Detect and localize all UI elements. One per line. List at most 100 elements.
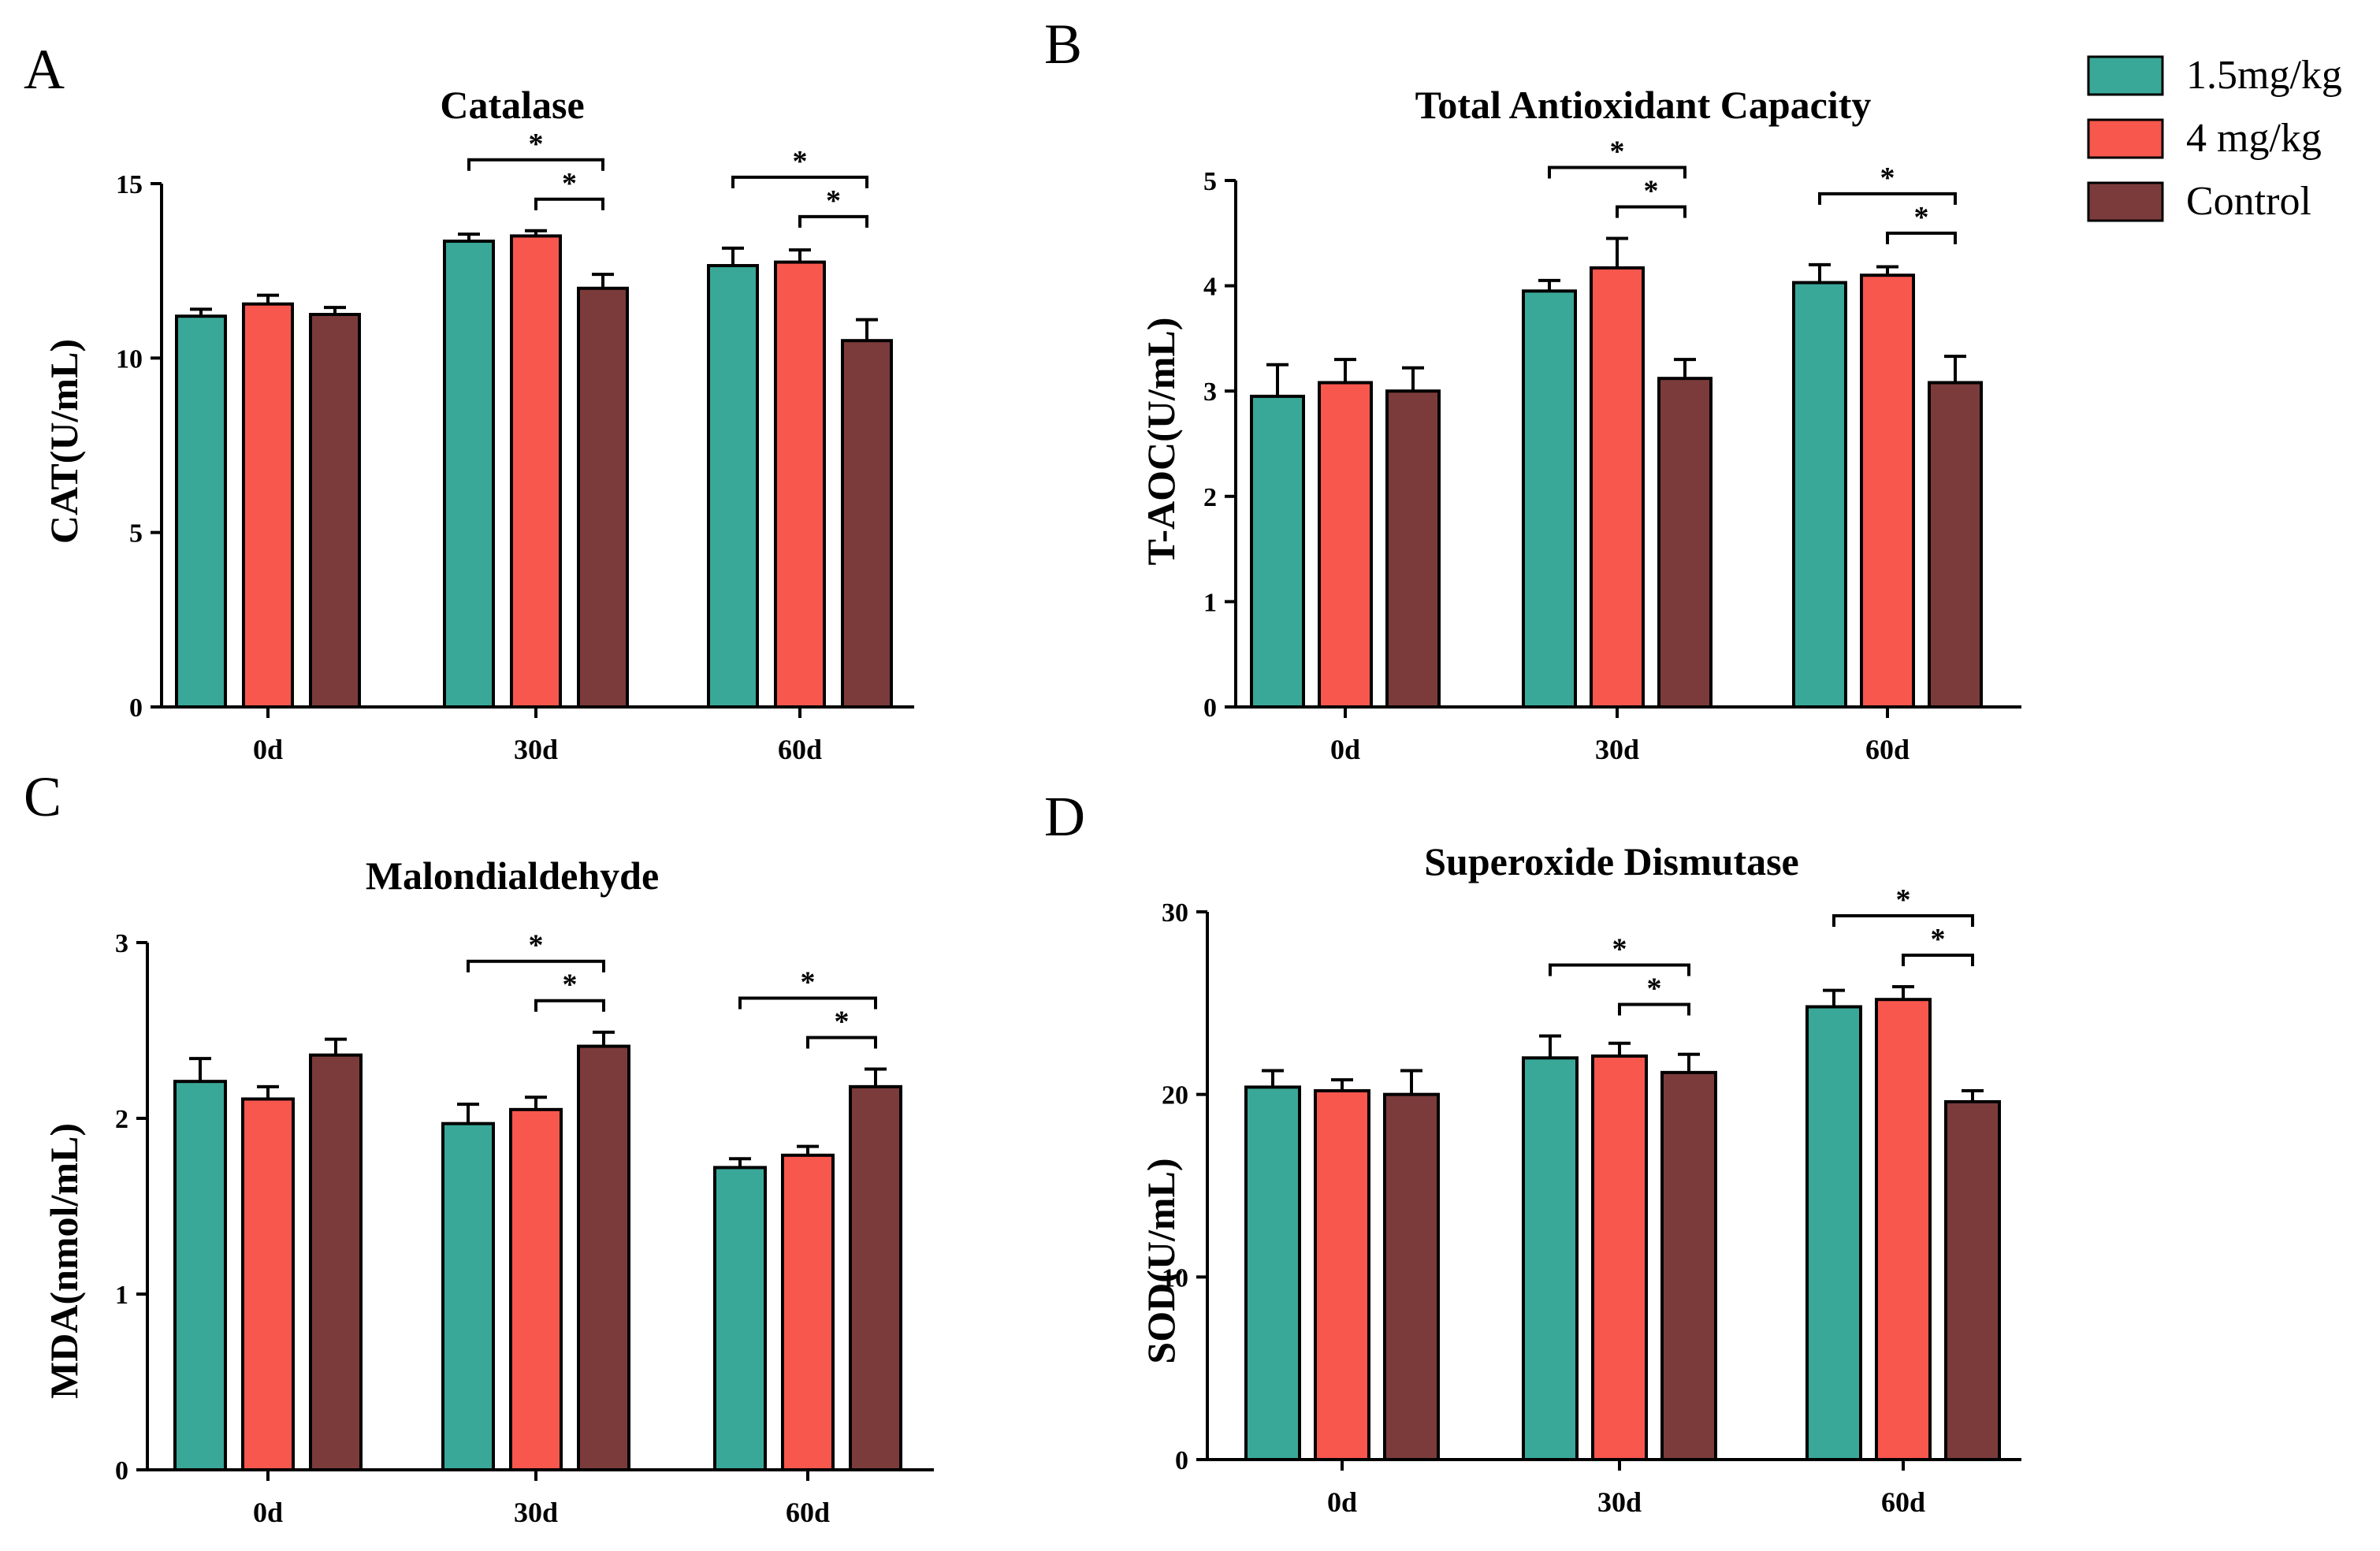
bar-1-5mg-kg-30d: [443, 240, 495, 709]
significance-star: *: [563, 969, 578, 1002]
bar-4-mg-kg-60d: [1875, 998, 1932, 1461]
significance-bracket: [1902, 953, 1974, 966]
y-tick-label: 4: [1203, 273, 1217, 302]
x-tick-label: 60d: [1881, 1486, 1925, 1518]
significance-bracket: [1549, 963, 1690, 976]
y-tick-label: 0: [1175, 1446, 1188, 1475]
bar-control-0d: [1383, 1092, 1440, 1461]
y-tick-label: 1: [115, 1281, 128, 1310]
y-tick-label: 20: [1162, 1081, 1188, 1110]
significance-bracket: [534, 999, 605, 1012]
x-tick-label: 60d: [778, 734, 822, 765]
panel-letter: A: [24, 38, 65, 101]
significance-bracket: [1832, 913, 1974, 927]
y-axis-label: T-AOC(U/mL): [1139, 318, 1183, 566]
bar-1-5mg-kg-0d: [173, 1080, 227, 1472]
bar-1-5mg-kg-60d: [713, 1166, 767, 1471]
y-tick-label: 3: [1203, 378, 1217, 407]
bar-4-mg-kg-60d: [781, 1153, 835, 1471]
significance-bracket: [467, 959, 605, 973]
chart-title: Catalase: [440, 83, 584, 127]
y-tick-label: 10: [116, 344, 143, 374]
significance-bracket: [798, 214, 868, 228]
bar-4-mg-kg-30d: [1590, 266, 1645, 709]
bar-control-30d: [1660, 1070, 1717, 1462]
bar-1-5mg-kg-30d: [441, 1121, 495, 1471]
bar-control-60d: [841, 339, 893, 709]
bar-1-5mg-kg-0d: [1244, 1085, 1301, 1462]
y-tick-label: 0: [129, 694, 143, 723]
y-tick-label: 3: [115, 929, 128, 958]
bar-1-5mg-kg-30d: [1522, 289, 1577, 709]
x-tick-label: 60d: [1865, 734, 1910, 765]
significance-bracket: [1618, 1002, 1690, 1016]
y-tick-label: 1: [1203, 588, 1217, 617]
significance-star: *: [826, 184, 841, 218]
significance-star: *: [835, 1006, 850, 1039]
x-tick-label: 30d: [1595, 734, 1639, 765]
bar-control-0d: [1385, 389, 1441, 709]
significance-star: *: [793, 145, 808, 178]
x-tick-label: 30d: [514, 734, 558, 765]
bar-control-60d: [1944, 1099, 2001, 1462]
legend-item-1-5mg-kg-swatch: [2087, 55, 2164, 96]
y-tick-label: 15: [116, 170, 143, 199]
y-tick-label: 5: [1203, 167, 1217, 196]
significance-star: *: [1896, 883, 1911, 917]
bar-4-mg-kg-0d: [242, 302, 294, 709]
bar-4-mg-kg-60d: [774, 260, 826, 709]
significance-bracket: [806, 1036, 877, 1049]
bar-1-5mg-kg-60d: [1805, 1005, 1862, 1461]
significance-star: *: [529, 128, 544, 161]
significance-bracket: [1886, 231, 1957, 244]
significance-bracket: [467, 158, 604, 171]
panel-a: A Catalase CAT(U/mL) 0 5 10 15 0d 30d 60d * * * *: [24, 38, 914, 765]
significance-star: *: [1612, 933, 1627, 966]
x-tick-label: 0d: [253, 1497, 283, 1528]
bar-4-mg-kg-0d: [1318, 381, 1373, 709]
bar-4-mg-kg-30d: [509, 1107, 563, 1471]
chart-title: Malondialdehyde: [366, 854, 659, 898]
legend: 1.5mg/kg 4 mg/kg Control: [2087, 53, 2342, 224]
y-tick-label: 2: [1203, 483, 1217, 512]
y-tick-label: 10: [1162, 1263, 1188, 1292]
panel-letter: B: [1044, 13, 1082, 76]
legend-item-control-swatch: [2087, 181, 2164, 222]
bar-control-60d: [849, 1084, 902, 1471]
legend-item-4-mg-kg-label: 4 mg/kg: [2186, 116, 2322, 161]
x-tick-label: 0d: [1327, 1486, 1357, 1518]
bar-4-mg-kg-60d: [1860, 273, 1915, 709]
y-axis-label: MDA(nmol/mL): [42, 1123, 86, 1399]
panel-letter: C: [24, 765, 61, 828]
x-tick-label: 0d: [1330, 734, 1360, 765]
significance-star: *: [1647, 973, 1662, 1006]
legend-item-control-label: Control: [2186, 179, 2311, 224]
significance-bracket: [1818, 192, 1957, 205]
bar-4-mg-kg-30d: [1591, 1054, 1648, 1462]
panel-letter: D: [1044, 785, 1085, 848]
significance-bracket: [1548, 166, 1686, 179]
bar-control-30d: [577, 286, 629, 709]
y-tick-label: 30: [1162, 898, 1188, 928]
x-tick-label: 0d: [253, 734, 283, 765]
significance-star: *: [529, 929, 544, 962]
chart-title: Total Antioxidant Capacity: [1415, 83, 1872, 127]
y-tick-label: 0: [1203, 694, 1217, 723]
legend-item-1-5mg-kg-label: 1.5mg/kg: [2186, 53, 2342, 98]
significance-bracket: [1616, 205, 1686, 218]
y-tick-label: 5: [129, 519, 143, 549]
bar-control-30d: [577, 1044, 630, 1471]
significance-star: *: [1644, 174, 1659, 207]
significance-star: *: [1880, 162, 1895, 195]
significance-bracket: [738, 996, 877, 1010]
bar-control-60d: [1928, 381, 1983, 709]
x-tick-label: 30d: [1597, 1486, 1642, 1518]
significance-star: *: [1914, 201, 1929, 234]
bar-control-30d: [1657, 377, 1712, 709]
y-axis-label: CAT(U/mL): [42, 339, 86, 544]
x-tick-label: 30d: [514, 1497, 558, 1528]
y-tick-label: 0: [115, 1456, 128, 1486]
bar-4-mg-kg-0d: [1314, 1089, 1370, 1461]
bar-control-0d: [309, 313, 361, 709]
